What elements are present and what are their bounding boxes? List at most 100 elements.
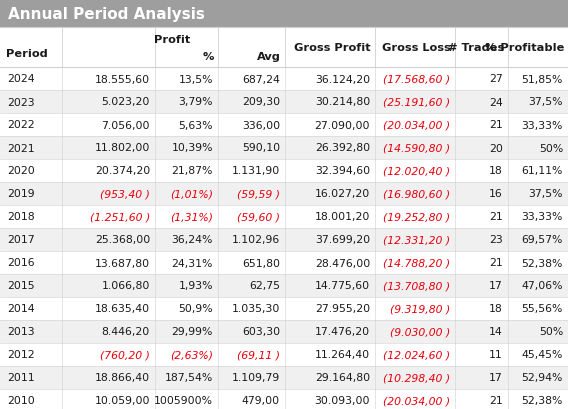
Text: 1.109,79: 1.109,79 — [232, 373, 280, 382]
Text: 2012: 2012 — [7, 350, 35, 360]
Text: 20.374,20: 20.374,20 — [95, 166, 150, 176]
Text: (12.020,40 ): (12.020,40 ) — [383, 166, 450, 176]
Text: 14: 14 — [489, 327, 503, 337]
Text: 2017: 2017 — [7, 235, 35, 245]
Text: 69,57%: 69,57% — [521, 235, 563, 245]
Text: 37,5%: 37,5% — [528, 189, 563, 199]
Text: (1,01%): (1,01%) — [170, 189, 213, 199]
Text: (16.980,60 ): (16.980,60 ) — [383, 189, 450, 199]
Text: %: % — [203, 52, 214, 62]
Text: 45,45%: 45,45% — [521, 350, 563, 360]
Text: 2016: 2016 — [7, 258, 35, 268]
Bar — [0, 343, 568, 366]
Text: Avg: Avg — [257, 52, 281, 62]
Text: (10.298,40 ): (10.298,40 ) — [383, 373, 450, 382]
Text: 13,5%: 13,5% — [178, 74, 213, 84]
Text: 2014: 2014 — [7, 304, 35, 314]
Text: 17: 17 — [489, 281, 503, 291]
Text: (2,63%): (2,63%) — [170, 350, 213, 360]
Text: 33,33%: 33,33% — [521, 120, 563, 130]
Text: 651,80: 651,80 — [242, 258, 280, 268]
Text: 20: 20 — [489, 143, 503, 153]
Text: 51,85%: 51,85% — [521, 74, 563, 84]
Text: 32.394,60: 32.394,60 — [315, 166, 370, 176]
Text: 18: 18 — [489, 166, 503, 176]
Text: 11: 11 — [489, 350, 503, 360]
Text: 50,9%: 50,9% — [178, 304, 213, 314]
Text: 17: 17 — [489, 373, 503, 382]
Bar — [0, 114, 568, 137]
Text: 1,93%: 1,93% — [178, 281, 213, 291]
Text: 50%: 50% — [539, 327, 563, 337]
Bar — [0, 389, 568, 409]
Text: 11.802,00: 11.802,00 — [95, 143, 150, 153]
Text: 27: 27 — [489, 74, 503, 84]
Text: (69,11 ): (69,11 ) — [237, 350, 280, 360]
Text: 52,94%: 52,94% — [521, 373, 563, 382]
Text: 37.699,20: 37.699,20 — [315, 235, 370, 245]
Text: 24: 24 — [489, 97, 503, 107]
Bar — [0, 366, 568, 389]
Text: (14.788,20 ): (14.788,20 ) — [383, 258, 450, 268]
Text: 479,00: 479,00 — [242, 396, 280, 405]
Text: 18.866,40: 18.866,40 — [95, 373, 150, 382]
Text: 1.066,80: 1.066,80 — [102, 281, 150, 291]
Text: 23: 23 — [489, 235, 503, 245]
Text: 17.476,20: 17.476,20 — [315, 327, 370, 337]
Text: 29,99%: 29,99% — [172, 327, 213, 337]
Text: 24,31%: 24,31% — [172, 258, 213, 268]
Text: 52,38%: 52,38% — [521, 396, 563, 405]
Text: 16: 16 — [489, 189, 503, 199]
Text: 2024: 2024 — [7, 74, 35, 84]
Text: 687,24: 687,24 — [242, 74, 280, 84]
Text: % Profitable: % Profitable — [485, 43, 564, 53]
Text: 16.027,20: 16.027,20 — [315, 189, 370, 199]
Text: 21: 21 — [489, 120, 503, 130]
Text: (1,31%): (1,31%) — [170, 212, 213, 222]
Text: 52,38%: 52,38% — [521, 258, 563, 268]
Bar — [0, 0, 568, 28]
Text: 30.093,00: 30.093,00 — [315, 396, 370, 405]
Text: 11.264,40: 11.264,40 — [315, 350, 370, 360]
Text: (12.024,60 ): (12.024,60 ) — [383, 350, 450, 360]
Text: 1.102,96: 1.102,96 — [232, 235, 280, 245]
Text: Period: Period — [6, 49, 48, 59]
Text: 2013: 2013 — [7, 327, 35, 337]
Text: (59,60 ): (59,60 ) — [237, 212, 280, 222]
Bar — [0, 68, 568, 91]
Text: 8.446,20: 8.446,20 — [102, 327, 150, 337]
Text: 18.635,40: 18.635,40 — [95, 304, 150, 314]
Bar — [0, 137, 568, 160]
Text: 2023: 2023 — [7, 97, 35, 107]
Bar — [0, 297, 568, 320]
Text: 10.059,00: 10.059,00 — [94, 396, 150, 405]
Text: (9.319,80 ): (9.319,80 ) — [390, 304, 450, 314]
Text: 27.090,00: 27.090,00 — [315, 120, 370, 130]
Text: 1.131,90: 1.131,90 — [232, 166, 280, 176]
Text: 2020: 2020 — [7, 166, 35, 176]
Bar — [0, 91, 568, 114]
Bar — [0, 229, 568, 252]
Bar — [0, 274, 568, 297]
Text: Profit: Profit — [154, 35, 191, 45]
Text: Gross Profit: Gross Profit — [294, 43, 371, 53]
Text: 1.035,30: 1.035,30 — [232, 304, 280, 314]
Text: 2010: 2010 — [7, 396, 35, 405]
Text: 2011: 2011 — [7, 373, 35, 382]
Text: 3,79%: 3,79% — [178, 97, 213, 107]
Bar — [0, 28, 568, 68]
Text: (19.252,80 ): (19.252,80 ) — [383, 212, 450, 222]
Text: # Trades: # Trades — [448, 43, 504, 53]
Text: 13.687,80: 13.687,80 — [95, 258, 150, 268]
Text: (760,20 ): (760,20 ) — [100, 350, 150, 360]
Text: 2022: 2022 — [7, 120, 35, 130]
Text: 37,5%: 37,5% — [528, 97, 563, 107]
Text: (13.708,80 ): (13.708,80 ) — [383, 281, 450, 291]
Text: 590,10: 590,10 — [242, 143, 280, 153]
Text: 36.124,20: 36.124,20 — [315, 74, 370, 84]
Text: Annual Period Analysis: Annual Period Analysis — [8, 7, 205, 21]
Text: 336,00: 336,00 — [242, 120, 280, 130]
Text: 61,11%: 61,11% — [521, 166, 563, 176]
Text: (14.590,80 ): (14.590,80 ) — [383, 143, 450, 153]
Text: 55,56%: 55,56% — [521, 304, 563, 314]
